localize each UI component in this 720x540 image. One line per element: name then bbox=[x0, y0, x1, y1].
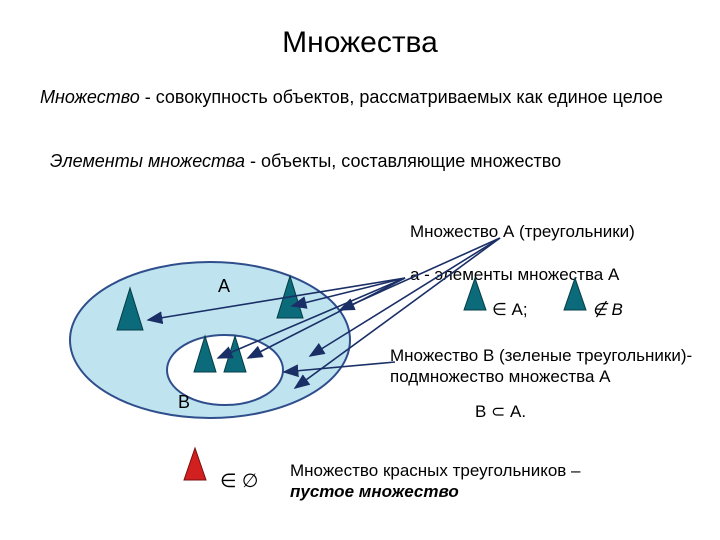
ellipse-b-label: В bbox=[178, 392, 190, 413]
venn-diagram bbox=[0, 0, 720, 540]
ellipse-a-label: А bbox=[218, 276, 230, 297]
